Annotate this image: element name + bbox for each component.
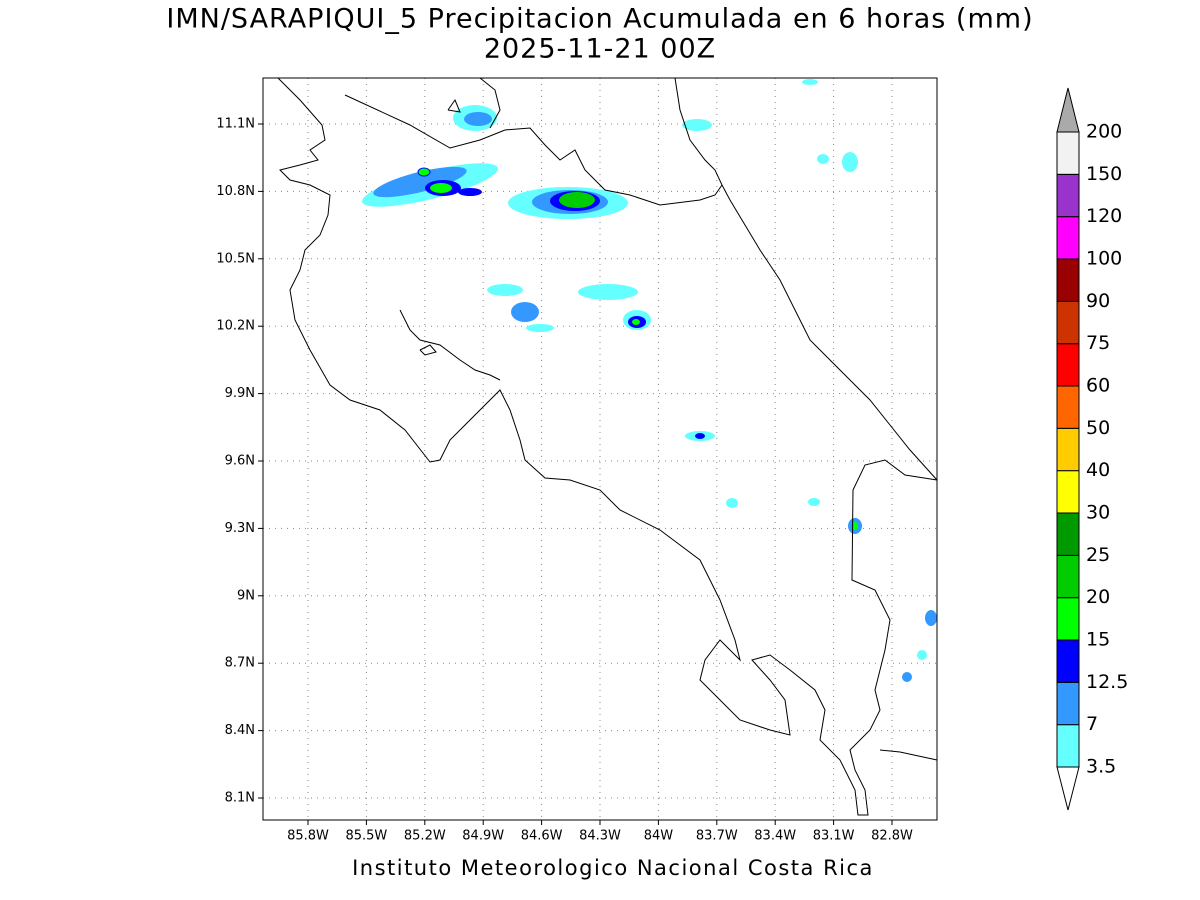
- lat-label: 8.7N: [225, 656, 255, 671]
- colorbar-box: [1056, 173, 1080, 218]
- colorbar-under: [1056, 766, 1080, 811]
- colorbar-label: 12.5: [1086, 671, 1128, 693]
- colorbar-label: 50: [1086, 417, 1110, 439]
- lat-label: 9.9N: [225, 386, 255, 401]
- lon-label: 82.8W: [871, 829, 913, 844]
- colorbar-label: 120: [1086, 205, 1122, 227]
- lat-label: 10.5N: [216, 251, 255, 266]
- colorbar-box: [1056, 300, 1080, 345]
- lon-label: 83.4W: [754, 829, 796, 844]
- colorbar-box: [1056, 385, 1080, 429]
- colorbar-label: 40: [1086, 459, 1110, 481]
- colorbar-label: 3.5: [1086, 756, 1116, 778]
- lon-label: 84.3W: [579, 829, 621, 844]
- colorbar-box: [1056, 131, 1080, 175]
- title: IMN/SARAPIQUI_5 Precipitacion Acumulada …: [166, 4, 1033, 35]
- colorbar-box: [1056, 681, 1080, 726]
- lat-label: 9N: [237, 588, 255, 603]
- colorbar-box: [1056, 597, 1080, 641]
- colorbar-label: 200: [1086, 121, 1122, 143]
- colorbar-box: [1056, 639, 1080, 683]
- colorbar-label: 20: [1086, 586, 1110, 608]
- colorbar-label: 30: [1086, 502, 1110, 524]
- lon-label: 85.8W: [287, 829, 329, 844]
- colorbar-box: [1056, 554, 1080, 599]
- lat-label: 9.6N: [225, 454, 255, 469]
- footer: Instituto Meteorologico Nacional Costa R…: [352, 856, 874, 880]
- colorbar-label: 60: [1086, 375, 1110, 397]
- subtitle: 2025-11-21 00Z: [484, 34, 716, 65]
- lon-label: 85.2W: [404, 829, 446, 844]
- colorbar-label: 150: [1086, 163, 1122, 185]
- colorbar-label: 15: [1086, 629, 1110, 651]
- lon-label: 83.7W: [696, 829, 738, 844]
- lon-label: 83.1W: [813, 829, 855, 844]
- colorbar-label: 7: [1086, 713, 1098, 735]
- colorbar-box: [1056, 470, 1080, 514]
- lon-label: 84.6W: [521, 829, 563, 844]
- lat-label: 9.3N: [225, 521, 255, 536]
- lat-label: 8.1N: [225, 791, 255, 806]
- colorbar-label: 100: [1086, 248, 1122, 270]
- lon-label: 84.9W: [462, 829, 504, 844]
- lat-label: 11.1N: [216, 117, 255, 132]
- colorbar-label: 90: [1086, 290, 1110, 312]
- coastline: [277, 77, 938, 816]
- lon-label: 85.5W: [345, 829, 387, 844]
- colorbar: 3.5 7 12.5 15 20 25 30 40 50 60 75 90 100 120 150 200: [1056, 87, 1128, 811]
- colorbar-box: [1056, 724, 1080, 768]
- lon-label: 84W: [644, 829, 674, 844]
- colorbar-box: [1056, 427, 1080, 472]
- lat-label: 10.8N: [216, 184, 255, 199]
- colorbar-box: [1056, 343, 1080, 387]
- colorbar-box: [1056, 512, 1080, 556]
- colorbar-box: [1056, 258, 1080, 302]
- lat-label: 10.2N: [216, 319, 255, 334]
- precipitation: [361, 79, 937, 682]
- grid: [263, 78, 937, 820]
- lat-label: 8.4N: [225, 723, 255, 738]
- colorbar-box: [1056, 216, 1080, 260]
- colorbar-label: 25: [1086, 544, 1110, 566]
- colorbar-label: 75: [1086, 332, 1110, 354]
- colorbar-over: [1056, 87, 1080, 133]
